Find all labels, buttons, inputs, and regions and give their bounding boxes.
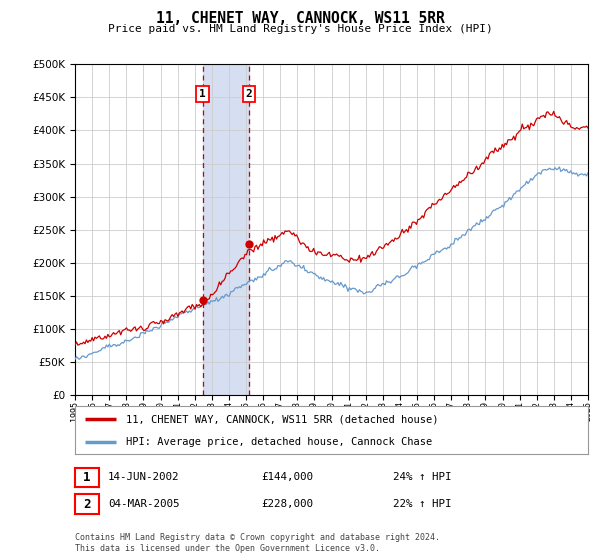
Text: 22% ↑ HPI: 22% ↑ HPI — [393, 499, 452, 509]
Text: 11, CHENET WAY, CANNOCK, WS11 5RR (detached house): 11, CHENET WAY, CANNOCK, WS11 5RR (detac… — [127, 414, 439, 424]
Text: 24% ↑ HPI: 24% ↑ HPI — [393, 472, 452, 482]
Text: 14-JUN-2002: 14-JUN-2002 — [108, 472, 179, 482]
Text: 1: 1 — [199, 89, 206, 99]
Bar — [203, 64, 249, 395]
Text: £144,000: £144,000 — [261, 472, 313, 482]
Text: £228,000: £228,000 — [261, 499, 313, 509]
Text: HPI: Average price, detached house, Cannock Chase: HPI: Average price, detached house, Cann… — [127, 437, 433, 447]
Text: 2: 2 — [83, 497, 91, 511]
Text: Price paid vs. HM Land Registry's House Price Index (HPI): Price paid vs. HM Land Registry's House … — [107, 24, 493, 34]
Text: 1: 1 — [83, 470, 91, 484]
Text: Contains HM Land Registry data © Crown copyright and database right 2024.
This d: Contains HM Land Registry data © Crown c… — [75, 533, 440, 553]
Text: 2: 2 — [245, 89, 252, 99]
Text: 11, CHENET WAY, CANNOCK, WS11 5RR: 11, CHENET WAY, CANNOCK, WS11 5RR — [155, 11, 445, 26]
Text: 04-MAR-2005: 04-MAR-2005 — [108, 499, 179, 509]
